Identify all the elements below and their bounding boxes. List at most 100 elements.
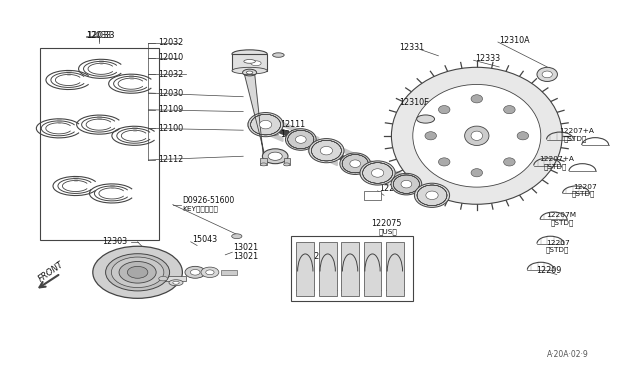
Ellipse shape: [340, 153, 371, 174]
Ellipse shape: [191, 269, 200, 275]
Text: 12303C: 12303C: [95, 260, 125, 269]
Text: 12111: 12111: [280, 120, 305, 129]
Text: 12032: 12032: [158, 70, 183, 79]
Ellipse shape: [232, 67, 268, 74]
Text: 〈STD〉: 〈STD〉: [572, 191, 595, 198]
Ellipse shape: [320, 147, 333, 155]
Text: 12333: 12333: [475, 54, 500, 63]
Bar: [386, 242, 404, 296]
Text: 13021: 13021: [234, 252, 259, 261]
Bar: [291, 236, 413, 301]
Text: 12030: 12030: [158, 89, 183, 97]
Ellipse shape: [185, 266, 205, 278]
Ellipse shape: [106, 254, 170, 291]
Ellipse shape: [246, 71, 253, 74]
Polygon shape: [396, 171, 424, 186]
Bar: [319, 242, 337, 296]
Text: 122075: 122075: [371, 219, 402, 228]
Bar: [284, 158, 290, 165]
Text: 12303: 12303: [102, 237, 127, 246]
Polygon shape: [308, 149, 337, 166]
Ellipse shape: [248, 112, 283, 137]
Polygon shape: [244, 74, 264, 159]
Ellipse shape: [308, 139, 344, 163]
Ellipse shape: [251, 61, 261, 66]
Bar: [163, 276, 186, 281]
Text: 12209: 12209: [536, 266, 562, 275]
Text: 12207+A: 12207+A: [559, 128, 594, 134]
Text: （US）: （US）: [379, 228, 397, 235]
Bar: [260, 158, 267, 165]
Ellipse shape: [425, 132, 436, 140]
Ellipse shape: [542, 71, 552, 78]
Text: 12303A: 12303A: [95, 275, 125, 284]
Ellipse shape: [284, 163, 290, 166]
Ellipse shape: [111, 257, 164, 288]
Ellipse shape: [401, 180, 412, 188]
Ellipse shape: [360, 161, 396, 185]
Polygon shape: [360, 171, 388, 186]
Bar: [40, 48, 159, 240]
Text: 12207: 12207: [573, 184, 596, 190]
Ellipse shape: [465, 126, 489, 145]
Text: 12310E: 12310E: [399, 98, 429, 107]
Ellipse shape: [93, 246, 182, 298]
Text: 12111: 12111: [280, 130, 305, 139]
Ellipse shape: [232, 50, 268, 58]
Ellipse shape: [119, 262, 156, 283]
Ellipse shape: [371, 169, 384, 177]
Text: 12033: 12033: [86, 31, 111, 40]
Text: 12207: 12207: [546, 240, 570, 246]
Ellipse shape: [438, 106, 450, 114]
Ellipse shape: [285, 129, 316, 150]
Ellipse shape: [169, 280, 183, 286]
Text: 15043: 15043: [192, 235, 217, 244]
Text: 12010: 12010: [158, 53, 183, 62]
Text: 12033: 12033: [87, 31, 116, 40]
Text: KEYキー（２）: KEYキー（２）: [182, 205, 218, 212]
Ellipse shape: [173, 281, 179, 284]
Ellipse shape: [260, 163, 267, 166]
Ellipse shape: [259, 121, 272, 129]
Polygon shape: [248, 123, 283, 141]
Ellipse shape: [417, 115, 435, 123]
Ellipse shape: [243, 69, 257, 76]
Ellipse shape: [517, 132, 529, 140]
Text: FRONT: FRONT: [37, 260, 65, 283]
Text: 12112: 12112: [158, 155, 183, 164]
Text: 12310A: 12310A: [499, 36, 530, 45]
Ellipse shape: [201, 267, 219, 278]
Ellipse shape: [426, 191, 438, 199]
Bar: [364, 242, 381, 296]
Ellipse shape: [247, 59, 265, 67]
Ellipse shape: [127, 266, 148, 278]
Text: 12200: 12200: [304, 252, 329, 261]
Text: A·20A·02·9: A·20A·02·9: [547, 350, 589, 359]
Ellipse shape: [504, 158, 515, 166]
Ellipse shape: [392, 67, 562, 204]
Ellipse shape: [471, 169, 483, 177]
Text: 〈STD〉: 〈STD〉: [550, 219, 574, 226]
Text: 〈STD〉: 〈STD〉: [546, 247, 570, 253]
Text: 12032: 12032: [158, 38, 183, 47]
Ellipse shape: [438, 158, 450, 166]
Text: 12207+A: 12207+A: [540, 156, 574, 162]
Ellipse shape: [206, 270, 214, 275]
Ellipse shape: [296, 136, 306, 143]
Text: 〈STD〉: 〈STD〉: [544, 163, 568, 170]
Ellipse shape: [415, 183, 450, 208]
Bar: [232, 54, 268, 71]
Ellipse shape: [391, 173, 422, 195]
Text: 13021: 13021: [234, 243, 259, 252]
Text: 12390: 12390: [358, 163, 383, 172]
Bar: [341, 242, 359, 296]
Bar: [364, 191, 381, 200]
Ellipse shape: [537, 67, 557, 81]
Text: 12100: 12100: [158, 124, 183, 133]
Text: 12331: 12331: [399, 43, 424, 52]
Polygon shape: [344, 149, 373, 166]
Ellipse shape: [350, 160, 360, 167]
Text: D0926-51600: D0926-51600: [182, 196, 235, 205]
Ellipse shape: [504, 106, 515, 114]
Ellipse shape: [262, 149, 288, 164]
